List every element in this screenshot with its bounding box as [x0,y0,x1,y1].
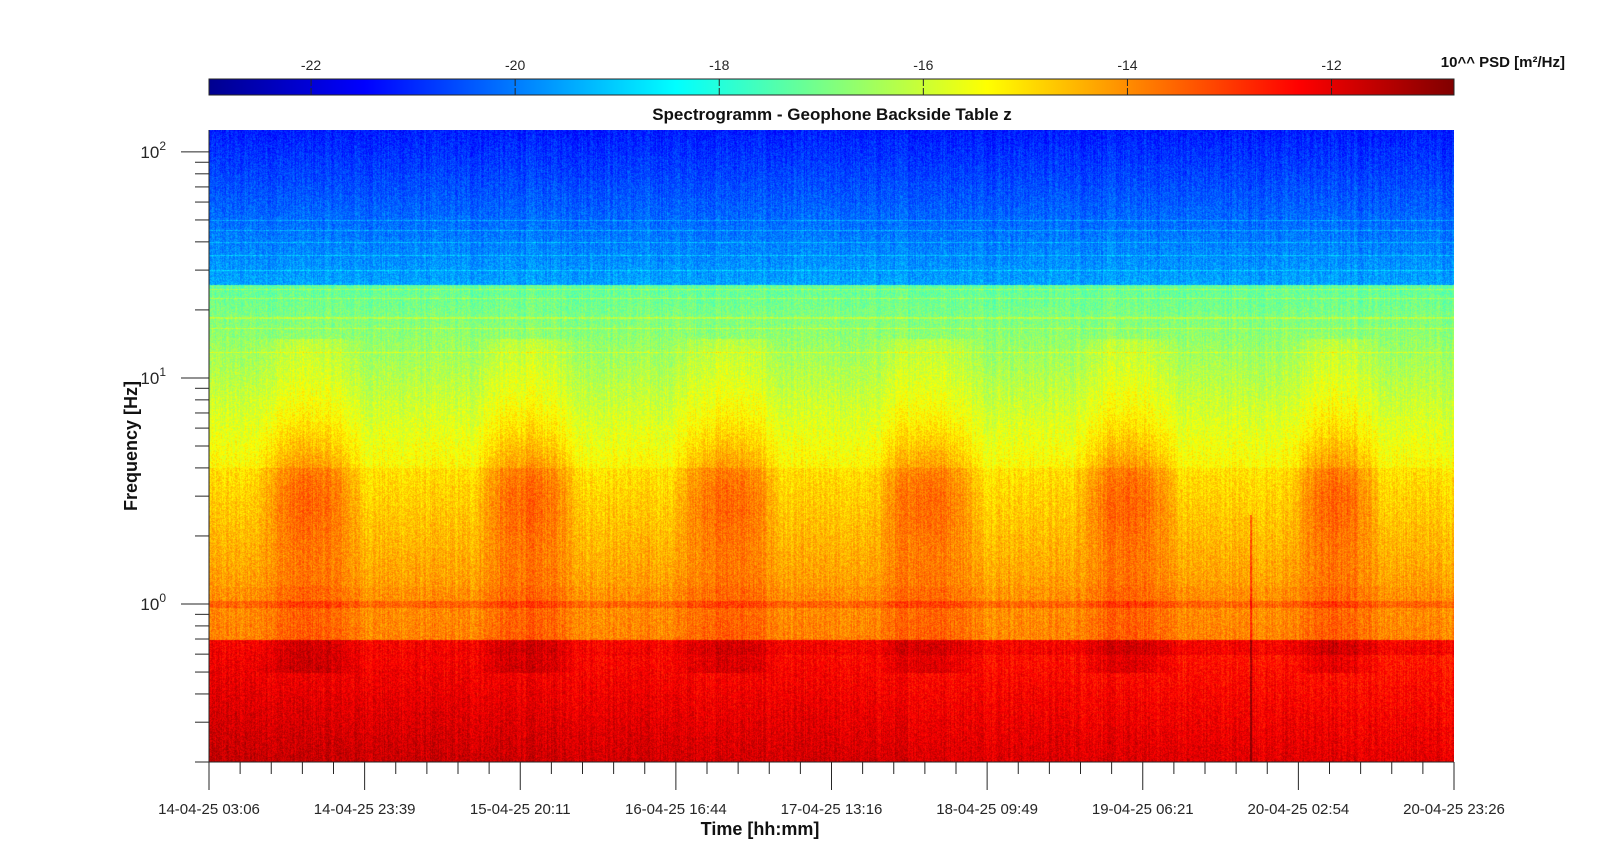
colorbar-tick-label: -14 [1117,57,1137,73]
y-tick-label: 101 [140,365,166,388]
plot-area [209,130,1454,762]
colorbar-tick-label: -12 [1321,57,1341,73]
x-axis: 14-04-25 03:06 14-04-25 23:39 15-04-25 20:… [158,761,1505,818]
colorbar-tick-label: -22 [301,57,321,73]
y-axis: 100 101 102 [140,130,210,763]
x-tick-label: 15-04-25 20:11 [470,801,571,818]
colorbar: -22 -20 -18 -16 -14 -12 10^^ PSD [m²/Hz] [208,54,1565,96]
chart-title: Spectrogramm - Geophone Backside Table z [652,105,1012,124]
y-axis-label: Frequency [Hz] [121,381,141,511]
x-tick-label: 20-04-25 02:54 [1248,801,1350,818]
colorbar-label: 10^^ PSD [m²/Hz] [1441,54,1565,71]
x-tick-label: 16-04-25 16:44 [625,801,727,818]
x-tick-label: 20-04-25 23:26 [1403,801,1505,818]
x-tick-label: 17-04-25 13:16 [781,801,883,818]
y-tick-label: 102 [140,139,166,162]
colorbar-ticks: -22 -20 -18 -16 -14 -12 [301,57,1342,95]
colorbar-tick-label: -18 [709,57,729,73]
x-tick-label: 19-04-25 06:21 [1092,801,1194,818]
colorbar-tick-label: -20 [505,57,525,73]
x-tick-label: 14-04-25 23:39 [314,801,416,818]
x-tick-label: 18-04-25 09:49 [936,801,1038,818]
spectrogram-heatmap [209,130,1454,762]
x-axis-label: Time [hh:mm] [701,819,820,839]
colorbar-gradient [208,78,1455,96]
x-tick-label: 14-04-25 03:06 [158,801,260,818]
colorbar-tick-label: -16 [913,57,933,73]
y-tick-label: 100 [140,591,166,614]
